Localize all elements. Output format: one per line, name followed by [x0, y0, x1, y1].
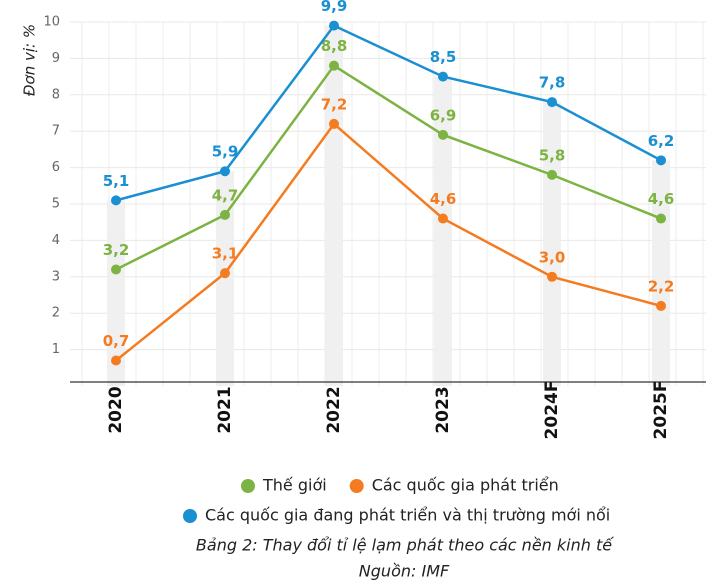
column-shade: [325, 25, 343, 386]
data-point: [547, 169, 557, 180]
y-tick-label: 9: [52, 51, 60, 66]
y-tick-label: 3: [52, 269, 60, 284]
x-tick-label: 2025F: [651, 381, 671, 440]
data-label: 4,6: [648, 190, 675, 208]
legend-marker: [241, 479, 255, 493]
column-shade: [434, 76, 452, 386]
data-label: 4,7: [212, 186, 239, 204]
x-tick-label: 2023: [433, 386, 453, 433]
data-label: 3,1: [212, 245, 239, 263]
series-line: [115, 122, 662, 362]
caption: Bảng 2: Thay đổi tỉ lệ lạm phát theo các…: [196, 536, 614, 555]
y-tick-label: 6: [52, 160, 60, 175]
data-label: 5,1: [103, 172, 130, 190]
data-point: [111, 195, 121, 206]
legend-marker: [183, 509, 197, 523]
data-point: [656, 155, 666, 166]
x-tick-label: 2021: [215, 386, 235, 433]
data-label: 6,9: [430, 106, 457, 124]
x-tick-label: 2024F: [542, 381, 562, 440]
data-point: [329, 118, 339, 129]
y-tick-label: 4: [52, 233, 60, 248]
data-label: 5,8: [539, 146, 566, 164]
data-label: 8,8: [321, 37, 348, 55]
data-point: [220, 268, 230, 279]
legend-label: Các quốc gia phát triển: [372, 476, 559, 495]
column-shade: [107, 200, 125, 386]
data-label: 0,7: [103, 332, 130, 350]
legend-marker: [349, 479, 364, 493]
data-point: [656, 300, 666, 311]
data-label: 9,9: [321, 0, 348, 15]
data-label: 2,2: [648, 277, 675, 295]
data-point: [438, 213, 448, 224]
y-tick-label: 2: [52, 306, 60, 321]
y-tick-label: 1: [52, 342, 60, 357]
data-point: [111, 355, 121, 366]
data-label: 6,2: [648, 132, 675, 150]
data-point: [438, 71, 448, 82]
source: Nguồn: IMF: [359, 562, 450, 581]
y-tick-label: 5: [52, 197, 60, 212]
column-shade: [543, 102, 561, 386]
data-label: 4,6: [430, 190, 457, 208]
series-line: [115, 63, 662, 271]
legend-label: Thế giới: [262, 476, 327, 495]
y-tick-label: 8: [52, 87, 60, 102]
y-tick-label: 10: [43, 15, 60, 30]
x-tick-label: 2020: [106, 386, 126, 433]
data-point: [656, 213, 666, 224]
data-point: [547, 97, 557, 108]
data-label: 7,8: [539, 74, 566, 92]
data-point: [220, 166, 230, 177]
data-point: [547, 271, 557, 282]
data-label: 8,5: [430, 48, 457, 66]
data-point: [111, 264, 121, 275]
x-tick-label: 2022: [324, 386, 344, 433]
data-label: 7,2: [321, 95, 348, 113]
y-tick-label: 7: [52, 124, 60, 139]
series-line: [115, 24, 662, 202]
data-point: [220, 209, 230, 220]
legend-label: Các quốc gia đang phát triển và thị trườ…: [205, 506, 610, 525]
data-point: [438, 129, 448, 140]
data-label: 3,0: [539, 248, 566, 266]
data-point: [329, 60, 339, 71]
data-point: [329, 20, 339, 31]
data-label: 3,2: [103, 241, 130, 259]
y-axis-label: Đơn vị: %: [21, 24, 39, 96]
data-label: 5,9: [212, 143, 239, 161]
column-shade: [216, 171, 234, 386]
